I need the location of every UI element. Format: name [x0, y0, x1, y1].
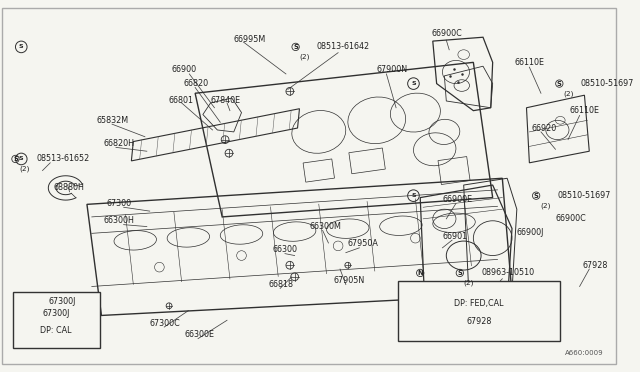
Text: S: S — [19, 44, 24, 49]
Text: (2): (2) — [464, 279, 474, 286]
Text: 67300C: 67300C — [150, 319, 180, 328]
Text: 08513-61642: 08513-61642 — [317, 42, 370, 51]
Text: 08963-10510: 08963-10510 — [481, 269, 534, 278]
Text: (2): (2) — [540, 202, 550, 209]
Text: S: S — [534, 193, 538, 199]
Text: 08510-51697: 08510-51697 — [557, 191, 611, 200]
Text: S: S — [293, 44, 298, 50]
Text: S: S — [19, 157, 24, 161]
Text: 67300J: 67300J — [48, 298, 76, 307]
Text: 66110E: 66110E — [515, 58, 545, 67]
Text: 66900: 66900 — [172, 65, 197, 74]
Text: DP: CAL: DP: CAL — [40, 326, 72, 335]
Text: (2): (2) — [563, 90, 573, 96]
Text: 67905N: 67905N — [333, 276, 365, 285]
Text: 66300E: 66300E — [184, 330, 214, 339]
Text: 66801: 66801 — [168, 96, 193, 105]
Text: DP: FED,CAL: DP: FED,CAL — [454, 299, 504, 308]
Text: 67950A: 67950A — [348, 240, 379, 248]
Text: 67928: 67928 — [582, 261, 608, 270]
Text: 08513-61652: 08513-61652 — [36, 154, 90, 163]
Text: 66900C: 66900C — [432, 29, 463, 38]
Text: 67300J: 67300J — [42, 309, 70, 318]
Text: 67928: 67928 — [467, 317, 492, 326]
Text: 66900J: 66900J — [517, 228, 544, 237]
Text: 66300H: 66300H — [104, 216, 134, 225]
Text: 66300: 66300 — [273, 245, 298, 254]
Text: N: N — [417, 270, 423, 276]
Text: A660:0009: A660:0009 — [565, 350, 604, 356]
Text: 66920: 66920 — [531, 124, 557, 132]
Text: 66995M: 66995M — [234, 35, 266, 44]
Text: 66900C: 66900C — [556, 214, 586, 223]
Text: S: S — [13, 156, 18, 162]
Text: (2): (2) — [300, 53, 310, 60]
Text: S: S — [411, 81, 416, 86]
Text: 67900N: 67900N — [377, 65, 408, 74]
Text: 66901: 66901 — [442, 232, 468, 241]
Text: 66820H: 66820H — [104, 139, 134, 148]
Text: (2): (2) — [19, 166, 30, 172]
Text: 66300M: 66300M — [309, 222, 341, 231]
Text: 66820: 66820 — [184, 79, 209, 88]
Text: 66110E: 66110E — [570, 106, 600, 115]
Bar — [398, 280, 560, 340]
Text: 08510-51697: 08510-51697 — [580, 79, 634, 88]
Text: S: S — [458, 270, 462, 276]
Text: 66900E: 66900E — [442, 195, 472, 204]
Text: 65832M: 65832M — [97, 116, 129, 125]
Text: 67840E: 67840E — [211, 96, 241, 105]
Text: 68880H: 68880H — [53, 183, 84, 192]
Bar — [13, 292, 99, 348]
Text: S: S — [557, 81, 562, 87]
Text: 67300: 67300 — [106, 199, 131, 208]
Text: S: S — [411, 193, 416, 198]
Text: 66818: 66818 — [269, 280, 294, 289]
